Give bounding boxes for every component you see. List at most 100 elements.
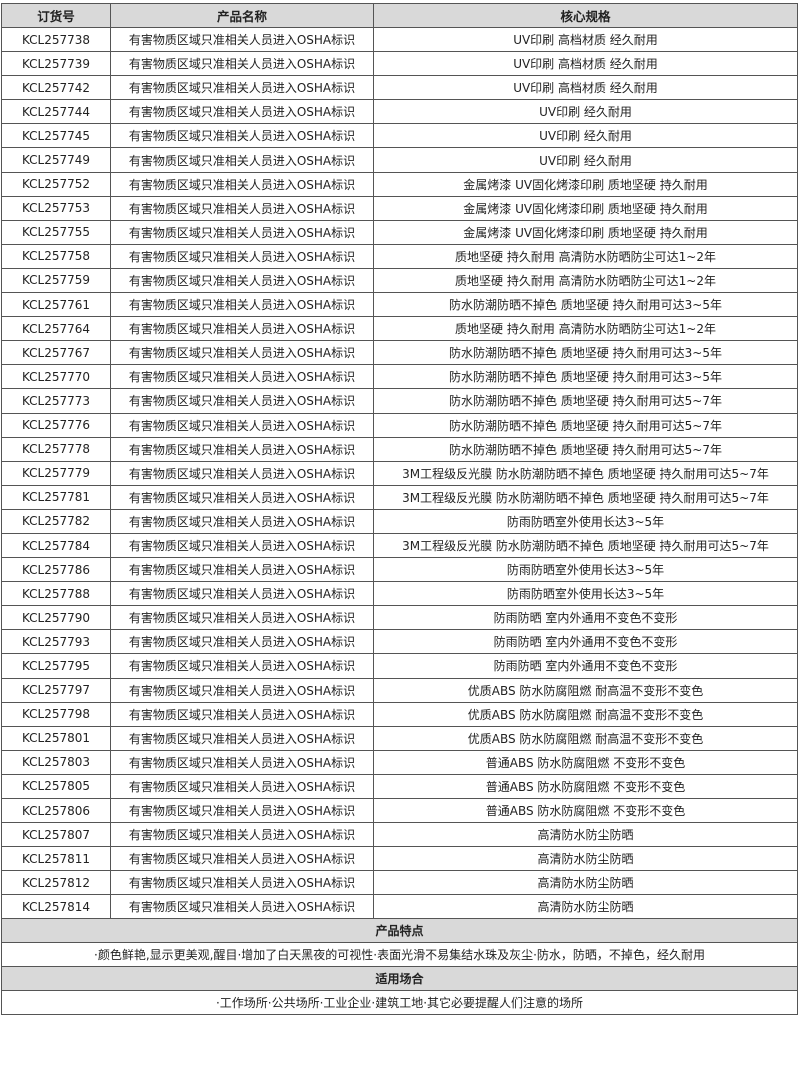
usage-title-row: 适用场合 (1, 966, 798, 992)
order-number-cell: KCL257781 (1, 484, 111, 510)
order-number-cell: KCL257738 (1, 26, 111, 53)
order-number-cell: KCL257749 (1, 147, 111, 173)
core-spec-cell: 金属烤漆 UV固化烤漆印刷 质地坚硬 持久耐用 (373, 219, 798, 245)
product-name-cell: 有害物质区域只准相关人员进入OSHA标识 (110, 822, 374, 848)
product-name-cell: 有害物质区域只准相关人员进入OSHA标识 (110, 219, 374, 245)
table-row: KCL257781 有害物质区域只准相关人员进入OSHA标识 3M工程级反光膜 防水… (1, 484, 798, 510)
product-name-cell: 有害物质区域只准相关人员进入OSHA标识 (110, 894, 374, 920)
core-spec-cell: UV印刷 经久耐用 (373, 123, 798, 149)
core-spec-cell: 普通ABS 防水防腐阻燃 不变形不变色 (373, 797, 798, 824)
order-number-cell: KCL257753 (1, 195, 111, 221)
product-name-cell: 有害物质区域只准相关人员进入OSHA标识 (110, 51, 374, 77)
core-spec-cell: 质地坚硬 持久耐用 高清防水防晒防尘可达1~2年 (373, 243, 798, 269)
product-name-cell: 有害物质区域只准相关人员进入OSHA标识 (110, 292, 374, 318)
order-number-cell: KCL257776 (1, 412, 111, 438)
core-spec-cell: 质地坚硬 持久耐用 高清防水防晒防尘可达1~2年 (373, 316, 798, 342)
core-spec-cell: UV印刷 高档材质 经久耐用 (373, 75, 798, 101)
product-name-cell: 有害物质区域只准相关人员进入OSHA标识 (110, 195, 374, 221)
table-row: KCL257782 有害物质区域只准相关人员进入OSHA标识 防雨防晒室外使用长达3… (1, 508, 798, 534)
table-row: KCL257752 有害物质区域只准相关人员进入OSHA标识 金属烤漆 UV固化烤漆… (1, 171, 798, 197)
product-name-cell: 有害物质区域只准相关人员进入OSHA标识 (110, 267, 374, 294)
core-spec-cell: 3M工程级反光膜 防水防潮防晒不掉色 质地坚硬 持久耐用可达5~7年 (373, 532, 798, 559)
core-spec-cell: 普通ABS 防水防腐阻燃 不变形不变色 (373, 749, 798, 775)
product-name-cell: 有害物质区域只准相关人员进入OSHA标识 (110, 75, 374, 101)
table-row: KCL257758 有害物质区域只准相关人员进入OSHA标识 质地坚硬 持久耐用 高… (1, 243, 798, 269)
product-name-cell: 有害物质区域只准相关人员进入OSHA标识 (110, 460, 374, 486)
table-row: KCL257773 有害物质区域只准相关人员进入OSHA标识 防水防潮防晒不掉色 质… (1, 388, 798, 414)
core-spec-cell: UV印刷 经久耐用 (373, 99, 798, 125)
table-row: KCL257805 有害物质区域只准相关人员进入OSHA标识 普通ABS 防水防腐阻… (1, 773, 798, 800)
order-number-cell: KCL257745 (1, 123, 111, 149)
product-name-cell: 有害物质区域只准相关人员进入OSHA标识 (110, 171, 374, 197)
features-title: 产品特点 (1, 918, 798, 944)
table-row: KCL257749 有害物质区域只准相关人员进入OSHA标识 UV印刷 经久耐用 (1, 147, 798, 173)
core-spec-cell: 普通ABS 防水防腐阻燃 不变形不变色 (373, 773, 798, 800)
core-spec-cell: 金属烤漆 UV固化烤漆印刷 质地坚硬 持久耐用 (373, 195, 798, 221)
product-name-cell: 有害物质区域只准相关人员进入OSHA标识 (110, 581, 374, 607)
order-number-cell: KCL257801 (1, 725, 111, 751)
product-name-cell: 有害物质区域只准相关人员进入OSHA标识 (110, 605, 374, 631)
table-row: KCL257803 有害物质区域只准相关人员进入OSHA标识 普通ABS 防水防腐阻… (1, 749, 798, 775)
order-number-cell: KCL257790 (1, 605, 111, 631)
core-spec-cell: 高清防水防尘防晒 (373, 870, 798, 896)
core-spec-cell: 金属烤漆 UV固化烤漆印刷 质地坚硬 持久耐用 (373, 171, 798, 197)
table-row: KCL257811 有害物质区域只准相关人员进入OSHA标识 高清防水防尘防晒 (1, 846, 798, 872)
table-row: KCL257790 有害物质区域只准相关人员进入OSHA标识 防雨防晒 室内外通用不… (1, 605, 798, 631)
order-number-cell: KCL257739 (1, 51, 111, 77)
order-number-cell: KCL257795 (1, 653, 111, 679)
order-number-cell: KCL257811 (1, 846, 111, 872)
product-name-cell: 有害物质区域只准相关人员进入OSHA标识 (110, 26, 374, 53)
table-row: KCL257764 有害物质区域只准相关人员进入OSHA标识 质地坚硬 持久耐用 高… (1, 316, 798, 342)
product-name-cell: 有害物质区域只准相关人员进入OSHA标识 (110, 749, 374, 775)
order-number-cell: KCL257761 (1, 292, 111, 318)
order-number-cell: KCL257788 (1, 581, 111, 607)
product-name-cell: 有害物质区域只准相关人员进入OSHA标识 (110, 484, 374, 510)
core-spec-cell: 高清防水防尘防晒 (373, 822, 798, 848)
table-row: KCL257797 有害物质区域只准相关人员进入OSHA标识 优质ABS 防水防腐阻… (1, 677, 798, 703)
core-spec-cell: UV印刷 经久耐用 (373, 147, 798, 173)
core-spec-cell: 防水防潮防晒不掉色 质地坚硬 持久耐用可达5~7年 (373, 388, 798, 414)
core-spec-cell: 防雨防晒 室内外通用不变色不变形 (373, 653, 798, 679)
table-row: KCL257742 有害物质区域只准相关人员进入OSHA标识 UV印刷 高档材质 经… (1, 75, 798, 101)
table-row: KCL257778 有害物质区域只准相关人员进入OSHA标识 防水防潮防晒不掉色 质… (1, 436, 798, 462)
table-row: KCL257798 有害物质区域只准相关人员进入OSHA标识 优质ABS 防水防腐阻… (1, 701, 798, 727)
table-row: KCL257739 有害物质区域只准相关人员进入OSHA标识 UV印刷 高档材质 经… (1, 51, 798, 77)
core-spec-cell: 3M工程级反光膜 防水防潮防晒不掉色 质地坚硬 持久耐用可达5~7年 (373, 460, 798, 486)
core-spec-cell: 防雨防晒 室内外通用不变色不变形 (373, 629, 798, 655)
core-spec-cell: 高清防水防尘防晒 (373, 894, 798, 920)
core-spec-cell: 优质ABS 防水防腐阻燃 耐高温不变形不变色 (373, 677, 798, 703)
header-core-spec: 核心规格 (373, 3, 798, 28)
core-spec-cell: 优质ABS 防水防腐阻燃 耐高温不变形不变色 (373, 701, 798, 727)
product-name-cell: 有害物质区域只准相关人员进入OSHA标识 (110, 532, 374, 559)
table-row: KCL257738 有害物质区域只准相关人员进入OSHA标识 UV印刷 高档材质 经… (1, 26, 798, 53)
order-number-cell: KCL257770 (1, 364, 111, 390)
order-number-cell: KCL257793 (1, 629, 111, 655)
product-name-cell: 有害物质区域只准相关人员进入OSHA标识 (110, 846, 374, 872)
order-number-cell: KCL257798 (1, 701, 111, 727)
order-number-cell: KCL257767 (1, 340, 111, 366)
order-number-cell: KCL257752 (1, 171, 111, 197)
table-row: KCL257755 有害物质区域只准相关人员进入OSHA标识 金属烤漆 UV固化烤漆… (1, 219, 798, 245)
table-row: KCL257795 有害物质区域只准相关人员进入OSHA标识 防雨防晒 室内外通用不… (1, 653, 798, 679)
table-row: KCL257767 有害物质区域只准相关人员进入OSHA标识 防水防潮防晒不掉色 质… (1, 340, 798, 366)
usage-text-row: ·工作场所·公共场所·工业企业·建筑工地·其它必要提醒人们注意的场所 (1, 990, 798, 1016)
product-name-cell: 有害物质区域只准相关人员进入OSHA标识 (110, 316, 374, 342)
table-row: KCL257759 有害物质区域只准相关人员进入OSHA标识 质地坚硬 持久耐用 高… (1, 267, 798, 294)
product-name-cell: 有害物质区域只准相关人员进入OSHA标识 (110, 870, 374, 896)
table-row: KCL257770 有害物质区域只准相关人员进入OSHA标识 防水防潮防晒不掉色 质… (1, 364, 798, 390)
order-number-cell: KCL257803 (1, 749, 111, 775)
product-name-cell: 有害物质区域只准相关人员进入OSHA标识 (110, 725, 374, 751)
product-name-cell: 有害物质区域只准相关人员进入OSHA标识 (110, 99, 374, 125)
order-number-cell: KCL257779 (1, 460, 111, 486)
order-number-cell: KCL257807 (1, 822, 111, 848)
header-row: 订货号 产品名称 核心规格 (1, 3, 798, 28)
product-name-cell: 有害物质区域只准相关人员进入OSHA标识 (110, 340, 374, 366)
product-name-cell: 有害物质区域只准相关人员进入OSHA标识 (110, 508, 374, 534)
order-number-cell: KCL257814 (1, 894, 111, 920)
core-spec-cell: 高清防水防尘防晒 (373, 846, 798, 872)
product-name-cell: 有害物质区域只准相关人员进入OSHA标识 (110, 629, 374, 655)
product-name-cell: 有害物质区域只准相关人员进入OSHA标识 (110, 557, 374, 583)
table-row: KCL257745 有害物质区域只准相关人员进入OSHA标识 UV印刷 经久耐用 (1, 123, 798, 149)
table-row: KCL257806 有害物质区域只准相关人员进入OSHA标识 普通ABS 防水防腐阻… (1, 797, 798, 824)
product-name-cell: 有害物质区域只准相关人员进入OSHA标识 (110, 243, 374, 269)
